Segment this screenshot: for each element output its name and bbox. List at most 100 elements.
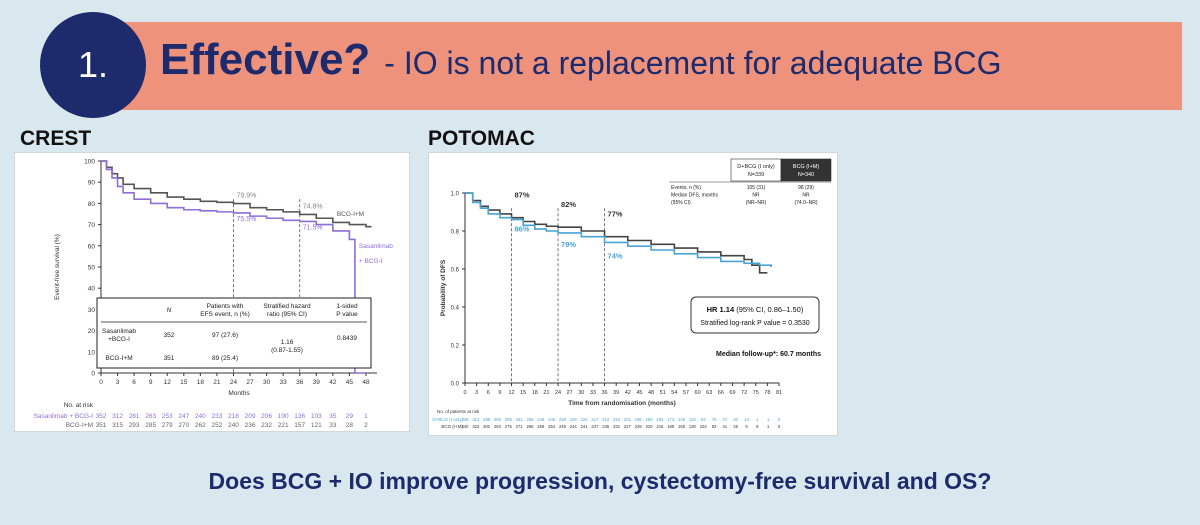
potomac-at-risk-label: BCG (I+M) — [441, 424, 463, 429]
potomac-at-risk-value: 212 — [602, 417, 610, 422]
potomac-at-risk-value: 130 — [689, 424, 697, 429]
potomac-km-chart: 0.00.20.40.60.81.00 3 6 9 12 15 18 21 24 27 30 33 36… — [432, 158, 832, 429]
potomac-at-risk-value: 255 — [526, 417, 534, 422]
potomac-at-risk-value: 0 — [778, 424, 781, 429]
crest-at-risk-value: 240 — [195, 413, 206, 420]
potomac-at-risk-value: 314 — [472, 417, 480, 422]
potomac-landmark-label: 87% — [515, 191, 530, 200]
crest-table-arm: Sasanlimab — [102, 328, 136, 335]
crest-x-tick-label: 12 — [164, 379, 172, 386]
potomac-at-risk-value: 199 — [667, 424, 675, 429]
potomac-panel: 0.0 0.2 0.4 0.6 0.8 1.0 0 3 6 9 12 15 18 21 24 27 30 33 36… — [428, 152, 838, 436]
potomac-at-risk-value: 227 — [624, 424, 632, 429]
crest-at-risk-value: 2 — [364, 422, 368, 429]
section-number-badge: 1. — [40, 12, 146, 118]
potomac-x-tick-label: 72 — [741, 390, 747, 396]
crest-at-risk-value: 221 — [278, 422, 289, 429]
crest-x-tick-label: 3 — [116, 379, 120, 386]
crest-at-risk-value: 263 — [145, 413, 156, 420]
crest-y-tick-label: 80 — [88, 201, 96, 208]
potomac-y-axis-label: Probability of DFS — [440, 259, 447, 316]
potomac-x-tick-label: 66 — [718, 390, 724, 396]
crest-y-tick-label: 60 — [88, 243, 96, 250]
crest-at-risk-value: 33 — [329, 422, 337, 429]
title-banner — [70, 22, 1182, 110]
potomac-x-tick-label: 69 — [729, 390, 735, 396]
potomac-at-risk-value: 41 — [723, 424, 728, 429]
potomac-x-tick-label: 36 — [601, 390, 607, 396]
potomac-table-header-cell-b — [780, 158, 832, 182]
crest-table-hr: 1.16 — [281, 339, 294, 346]
potomac-at-risk-value: 220 — [581, 417, 589, 422]
potomac-landmark-label: 86% — [515, 225, 530, 234]
potomac-at-risk-value: 245 — [548, 417, 556, 422]
crest-x-tick-label: 21 — [213, 379, 221, 386]
crest-at-risk-label: BCG-I+M — [66, 422, 93, 429]
potomac-at-risk-value: 339 — [462, 417, 470, 422]
crest-table-header-n: N — [167, 307, 172, 314]
crest-series-label-bcg: BCG-I+M — [337, 211, 364, 218]
crest-table-header-hr: Stratified hazard — [263, 303, 311, 310]
potomac-at-risk-value: 283 — [494, 424, 502, 429]
potomac-y-tick-label: 1.0 — [451, 192, 460, 198]
potomac-x-tick-label: 78 — [764, 390, 770, 396]
potomac-table-header-b-n: N=340 — [798, 172, 814, 178]
potomac-x-tick-label: 45 — [636, 390, 642, 396]
potomac-at-risk-value: 83 — [712, 424, 717, 429]
potomac-at-risk-value: 145 — [678, 417, 686, 422]
crest-at-risk-value: 281 — [129, 413, 140, 420]
crest-at-risk-value: 253 — [162, 413, 173, 420]
potomac-at-risk-value: 25 — [733, 424, 738, 429]
key-question: Does BCG + IO improve progression, cyste… — [208, 468, 992, 494]
crest-at-risk-value: 233 — [211, 413, 222, 420]
crest-x-tick-label: 45 — [346, 379, 354, 386]
potomac-x-tick-label: 39 — [613, 390, 619, 396]
potomac-table-value-b: NR — [802, 193, 810, 199]
potomac-at-risk-value: 249 — [559, 424, 567, 429]
potomac-at-risk-value: 201 — [624, 417, 632, 422]
crest-table-arm: BCG-I+M — [105, 355, 132, 362]
potomac-x-tick-label: 63 — [706, 390, 712, 396]
headline-subtitle: - IO is not a replacement for adequate B… — [384, 45, 1002, 81]
crest-at-risk-value: 1 — [364, 413, 368, 420]
potomac-median-followup: Median follow-up*: 60.7 months — [716, 351, 821, 358]
crest-table-ci: (0.87-1.55) — [271, 347, 303, 354]
crest-at-risk-value: 352 — [96, 413, 107, 420]
crest-at-risk-value: 240 — [228, 422, 239, 429]
crest-y-tick-label: 20 — [88, 328, 96, 335]
potomac-landmark-label: 79% — [561, 240, 576, 249]
potomac-at-risk-value: 276 — [505, 424, 513, 429]
potomac-at-risk-value: 254 — [548, 424, 556, 429]
potomac-at-risk-value: 0 — [778, 417, 781, 422]
crest-y-tick-label: 70 — [88, 222, 96, 229]
potomac-at-risk-value: 8 — [756, 424, 759, 429]
potomac-hr-ci: (95% CI, 0.86–1.50) — [734, 305, 804, 314]
crest-panel: 0 10 20 30 40 50 60 70 80 90 100 0 3 6 9 12 15 18 21 24 27 30… — [14, 152, 410, 432]
crest-table-header-hr-2: ratio (95% CI) — [267, 311, 307, 318]
potomac-at-risk-value: 249 — [537, 417, 545, 422]
potomac-at-risk-value: 173 — [667, 417, 675, 422]
potomac-x-tick-label: 48 — [648, 390, 654, 396]
crest-at-risk-value: 206 — [261, 413, 272, 420]
potomac-at-risk-value: 258 — [537, 424, 545, 429]
crest-table-header-events: Patients with — [207, 303, 244, 310]
crest-x-tick-label: 15 — [180, 379, 188, 386]
crest-landmark-label: 79.9% — [236, 193, 256, 200]
crest-table-n: 352 — [164, 332, 175, 339]
potomac-y-tick-label: 0.4 — [451, 306, 460, 312]
potomac-y-tick-label: 0.0 — [451, 382, 460, 388]
potomac-table-value-a: (NR–NR) — [746, 200, 767, 206]
crest-table-header-events-2: EFS event, n (%) — [200, 311, 250, 318]
potomac-at-risk-value: 217 — [591, 417, 599, 422]
potomac-x-axis-label: Time from randomisation (months) — [568, 400, 676, 407]
potomac-at-risk-value: 228 — [570, 417, 578, 422]
potomac-table-header-a-n: N=339 — [748, 172, 764, 178]
crest-series-label-sasanlimab: Sasanlimab — [359, 243, 393, 250]
potomac-x-tick-label: 54 — [671, 390, 677, 396]
potomac-x-tick-label: 27 — [567, 390, 573, 396]
potomac-at-risk-value: 285 — [494, 417, 502, 422]
potomac-at-risk-value: 238 — [559, 417, 567, 422]
crest-at-risk-value: 209 — [245, 413, 256, 420]
potomac-table-header-b: BCG (I+M) — [793, 164, 820, 170]
